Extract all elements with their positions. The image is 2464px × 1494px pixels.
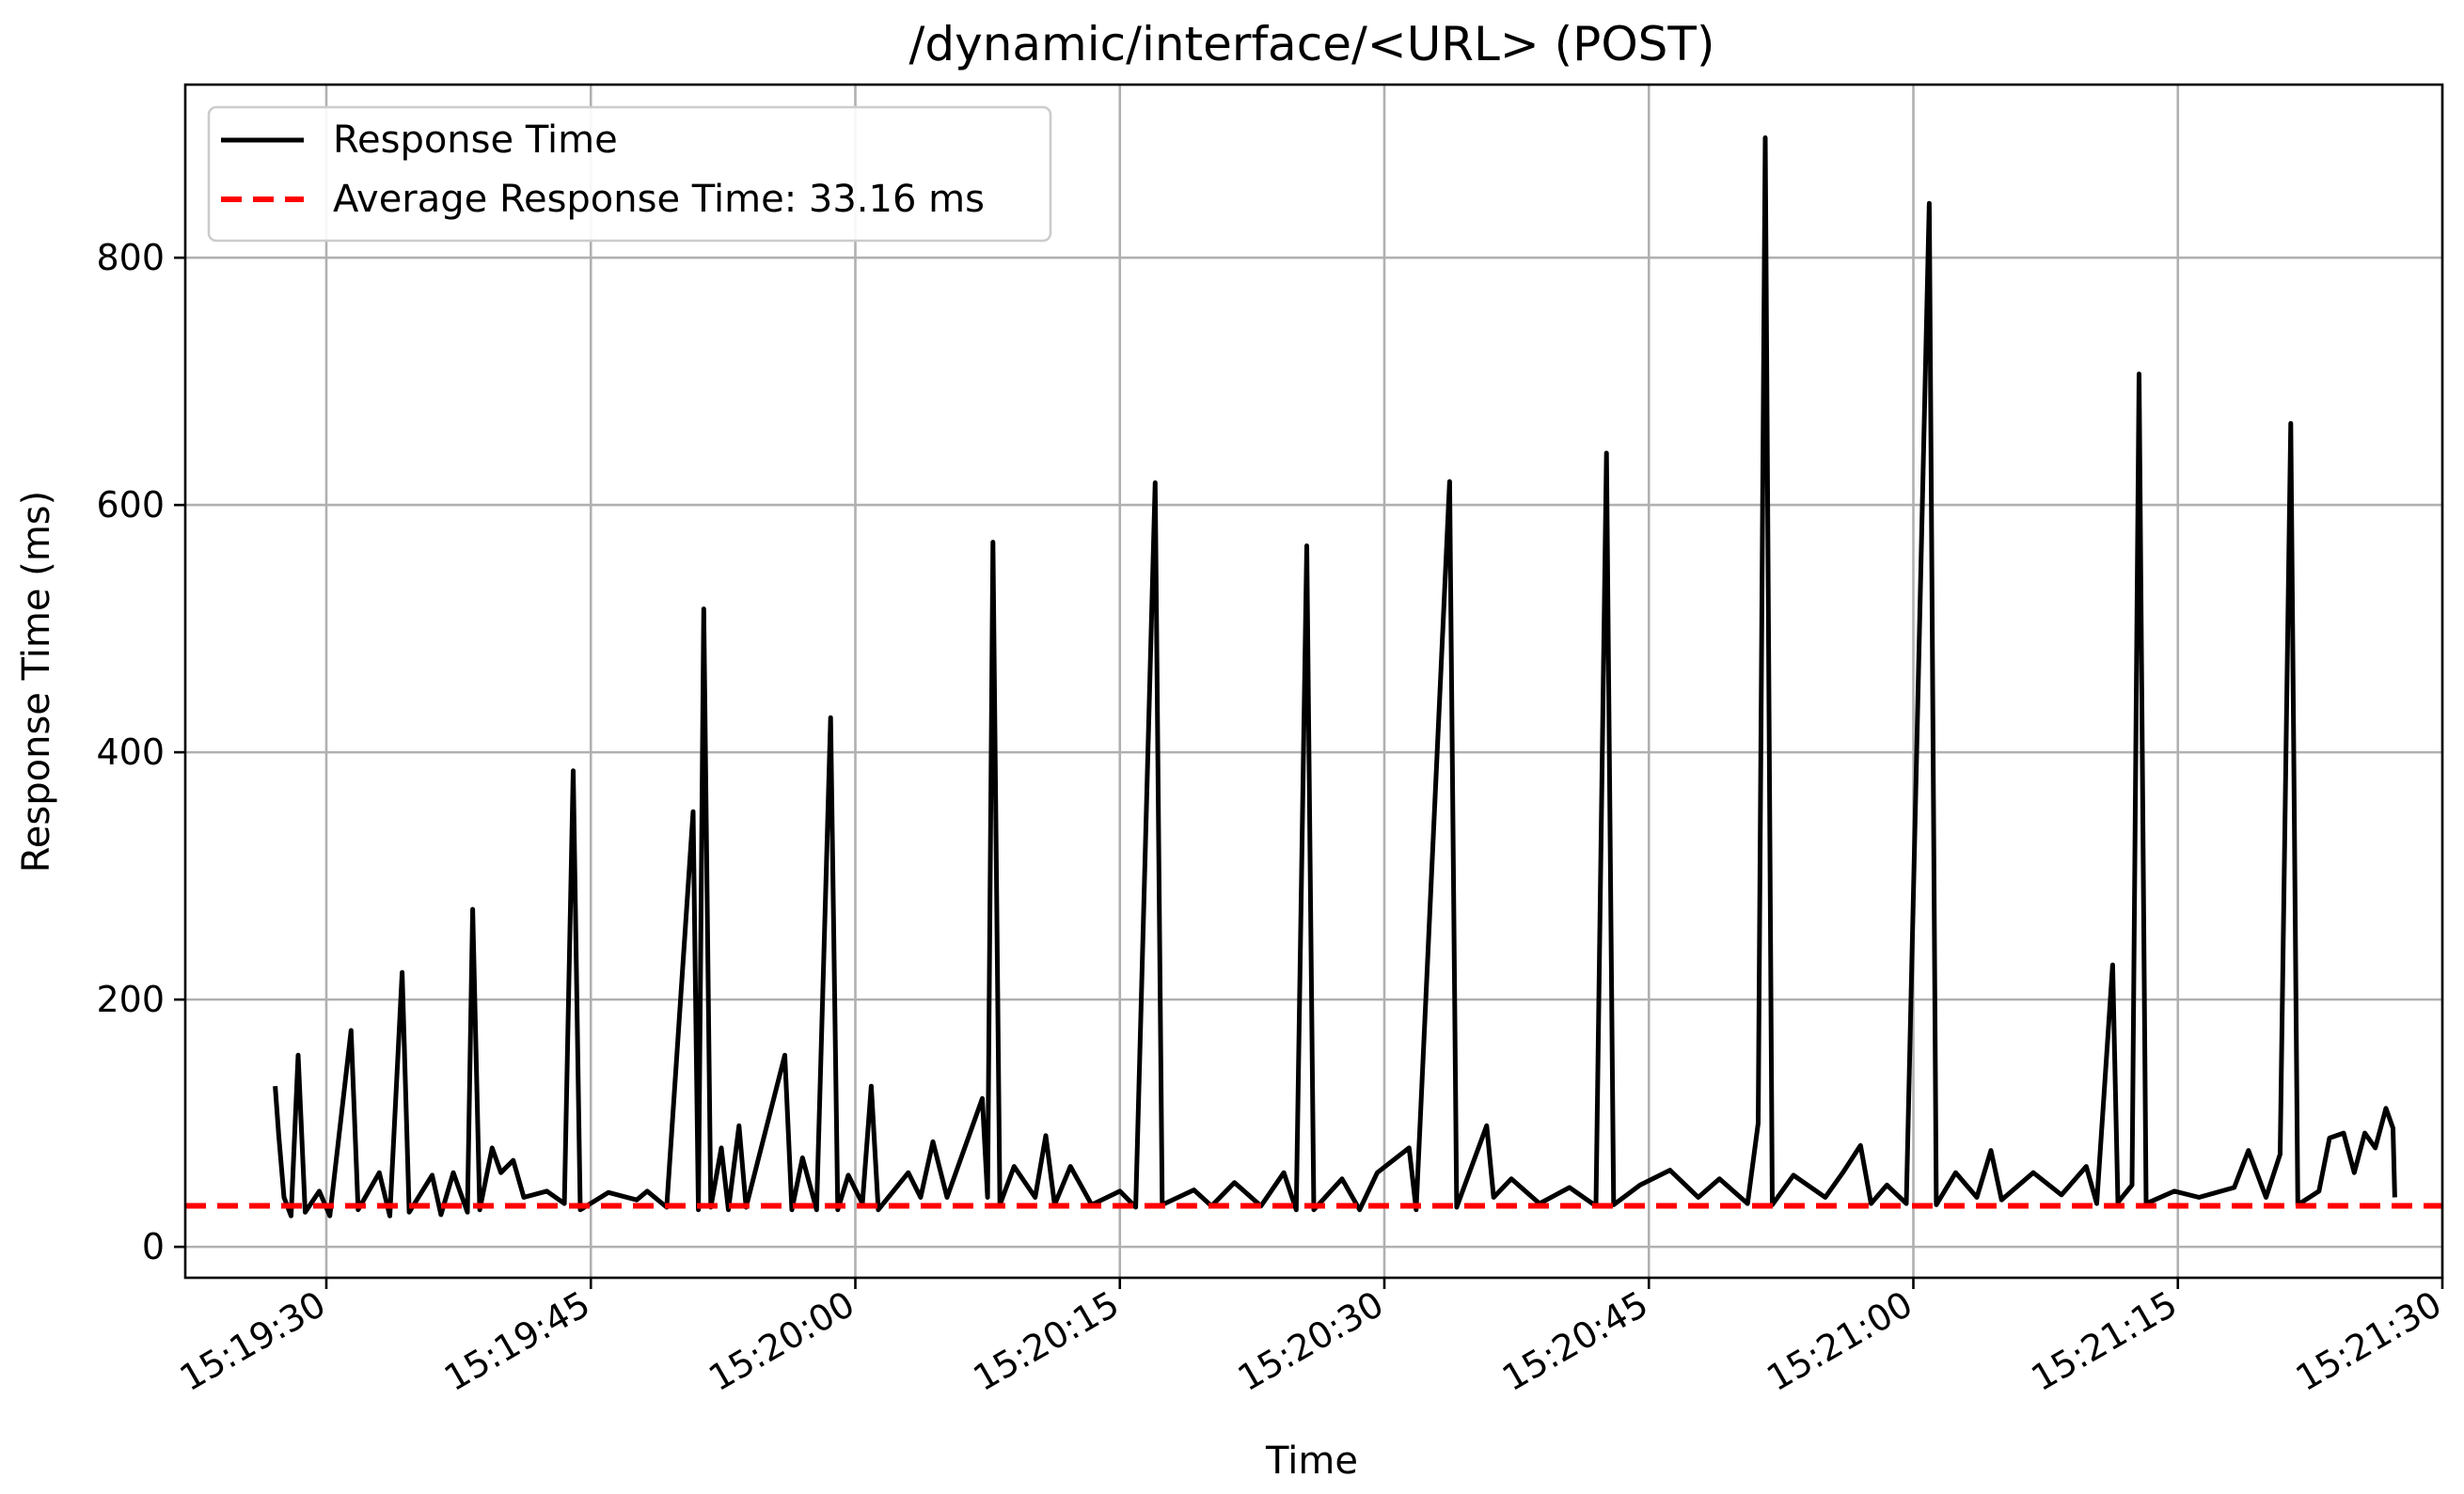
x-tick-label: 15:20:15 [966, 1283, 1126, 1399]
y-tick-label: 600 [96, 484, 165, 526]
x-tick-label: 15:20:45 [1495, 1283, 1655, 1399]
legend: Response Time Average Response Time: 33.… [207, 105, 1052, 243]
y-tick-label: 400 [96, 731, 165, 773]
x-tick-label: 15:20:00 [702, 1283, 861, 1399]
x-tick-label: 15:19:45 [437, 1283, 597, 1399]
chart-title: /dynamic/interface/<URL> (POST) [909, 17, 1715, 71]
x-tick-label: 15:19:30 [173, 1283, 333, 1399]
response-time-line [273, 135, 2397, 1219]
x-tick-label: 15:21:30 [2289, 1283, 2449, 1399]
x-axis-label: Time [1265, 1439, 1358, 1483]
legend-label-response-time: Response Time [333, 118, 618, 162]
axis-ticks: 0 200 400 600 800 15:19:30 15:19:45 15:20:00 15:… [96, 237, 2448, 1399]
legend-box [207, 105, 1052, 243]
plot-area [185, 135, 2442, 1219]
y-axis-label: Response Time (ms) [15, 491, 58, 873]
plot-frame [183, 83, 2444, 1280]
y-tick-label: 200 [96, 979, 165, 1020]
y-tick-label: 800 [96, 237, 165, 278]
legend-label-average: Average Response Time: 33.16 ms [333, 178, 985, 221]
x-tick-label: 15:21:15 [2024, 1283, 2184, 1399]
y-tick-label: 0 [142, 1226, 165, 1267]
x-tick-label: 15:21:00 [1760, 1283, 1919, 1399]
x-tick-label: 15:20:30 [1231, 1283, 1391, 1399]
